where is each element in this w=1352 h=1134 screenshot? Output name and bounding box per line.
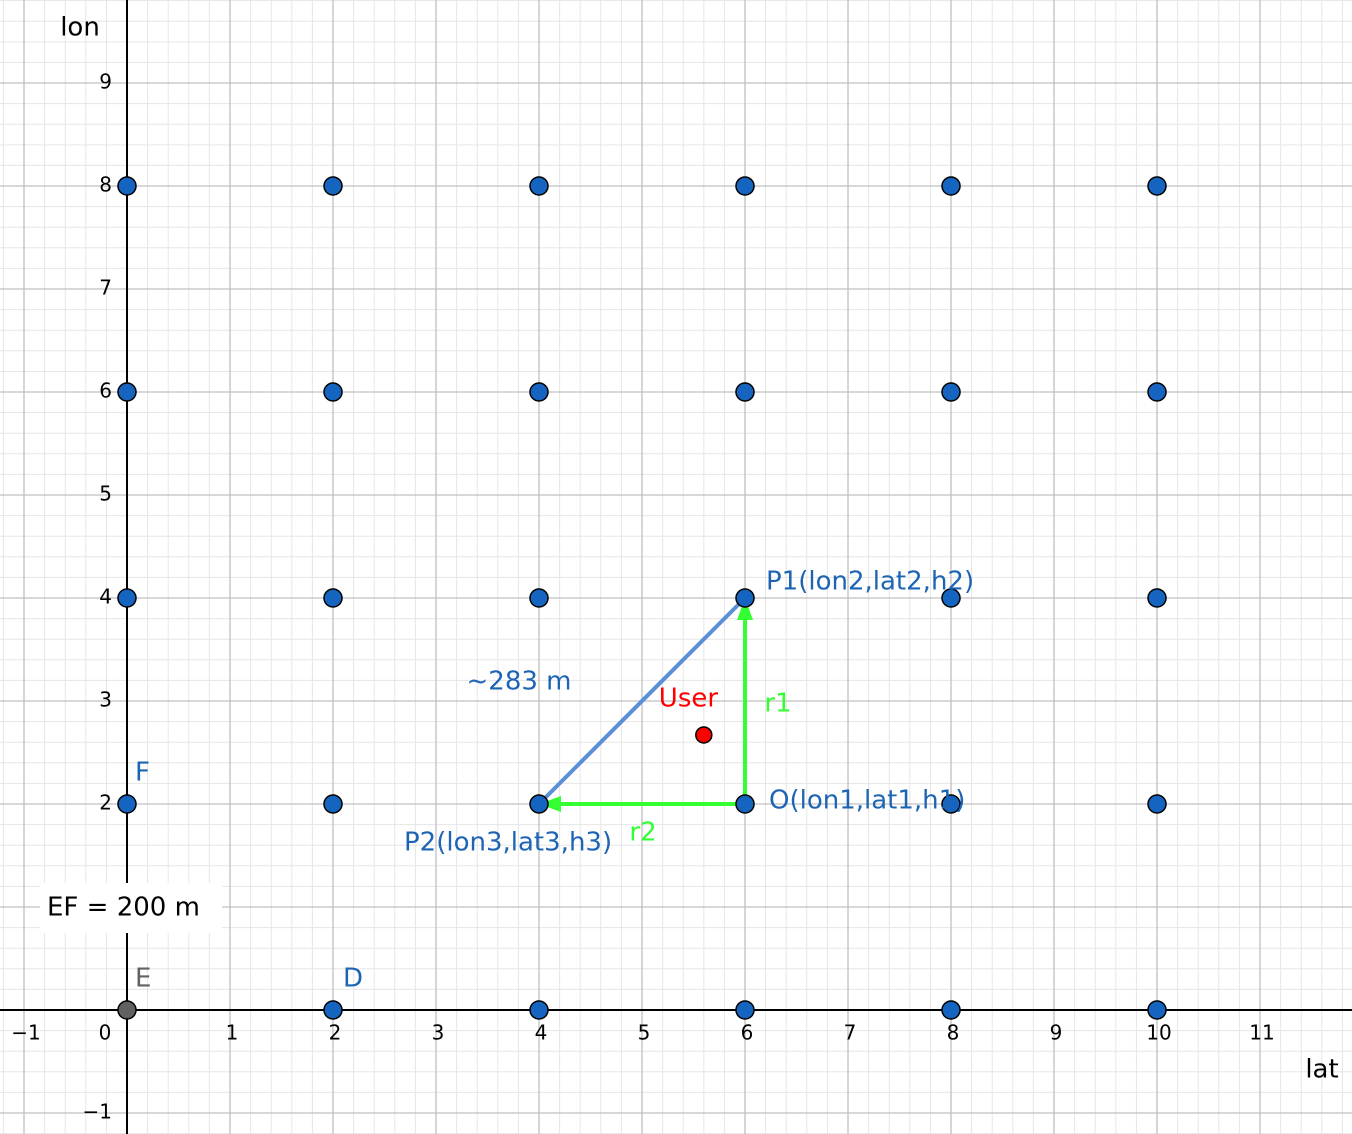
segment-label: ~283 m — [467, 666, 572, 696]
point — [941, 794, 961, 814]
x-tick-label: 8 — [947, 1020, 960, 1044]
y-tick-label: 2 — [99, 790, 112, 814]
x-tick-label: 6 — [741, 1020, 754, 1044]
point-label: D — [343, 963, 363, 993]
y-tick-label: 4 — [99, 585, 112, 609]
point — [735, 176, 755, 196]
point — [117, 1000, 137, 1020]
x-axis-label: lat — [1305, 1055, 1338, 1085]
y-axis-label: lon — [60, 13, 100, 43]
point — [1147, 1000, 1167, 1020]
point — [735, 588, 755, 608]
x-tick-label: 4 — [535, 1020, 548, 1044]
x-tick-label: −1 — [11, 1020, 40, 1044]
point — [941, 1000, 961, 1020]
point — [1147, 794, 1167, 814]
point-label: P1(lon2,lat2,h2) — [766, 567, 974, 597]
point — [735, 1000, 755, 1020]
point-label: O(lon1,lat1,h1) — [769, 785, 965, 815]
x-tick-label: 1 — [226, 1020, 239, 1044]
x-tick-label: 0 — [99, 1020, 112, 1044]
y-tick-label: −1 — [83, 1099, 112, 1123]
y-tick-label: 6 — [99, 379, 112, 403]
point — [117, 794, 137, 814]
y-tick-label: 5 — [99, 482, 112, 506]
point — [529, 588, 549, 608]
y-tick-label: 8 — [99, 173, 112, 197]
segment — [537, 596, 747, 806]
annotation-box — [40, 883, 222, 933]
annotation: EF = 200 m — [47, 893, 200, 923]
point — [323, 382, 343, 402]
point — [117, 382, 137, 402]
vector-head — [539, 795, 562, 812]
point — [323, 176, 343, 196]
point — [529, 1000, 549, 1020]
x-tick-label: 2 — [329, 1020, 342, 1044]
x-tick-label: 9 — [1050, 1020, 1063, 1044]
point — [941, 382, 961, 402]
point — [1147, 382, 1167, 402]
point — [529, 176, 549, 196]
x-tick-label: 11 — [1249, 1020, 1274, 1044]
point — [323, 588, 343, 608]
point — [1147, 176, 1167, 196]
y-tick-label: 3 — [99, 687, 112, 711]
point — [529, 794, 549, 814]
x-tick-label: 3 — [432, 1020, 445, 1044]
point-label: F — [135, 757, 150, 787]
point — [323, 1000, 343, 1020]
point — [529, 382, 549, 402]
x-tick-label: 10 — [1146, 1020, 1171, 1044]
point — [117, 176, 137, 196]
point-label: E — [135, 963, 151, 993]
point — [941, 588, 961, 608]
point — [695, 726, 713, 744]
vector-head — [737, 598, 754, 621]
point — [1147, 588, 1167, 608]
point — [735, 382, 755, 402]
x-tick-label: 7 — [844, 1020, 857, 1044]
vector-label: r1 — [764, 688, 791, 718]
y-tick-label: 9 — [99, 70, 112, 94]
point-label: User — [659, 683, 719, 713]
point-label: P2(lon3,lat3,h3) — [404, 827, 612, 857]
x-tick-label: 5 — [638, 1020, 651, 1044]
y-tick-label: 7 — [99, 276, 112, 300]
point — [117, 588, 137, 608]
point — [941, 176, 961, 196]
vector-label: r2 — [629, 817, 656, 847]
point — [323, 794, 343, 814]
point — [735, 794, 755, 814]
